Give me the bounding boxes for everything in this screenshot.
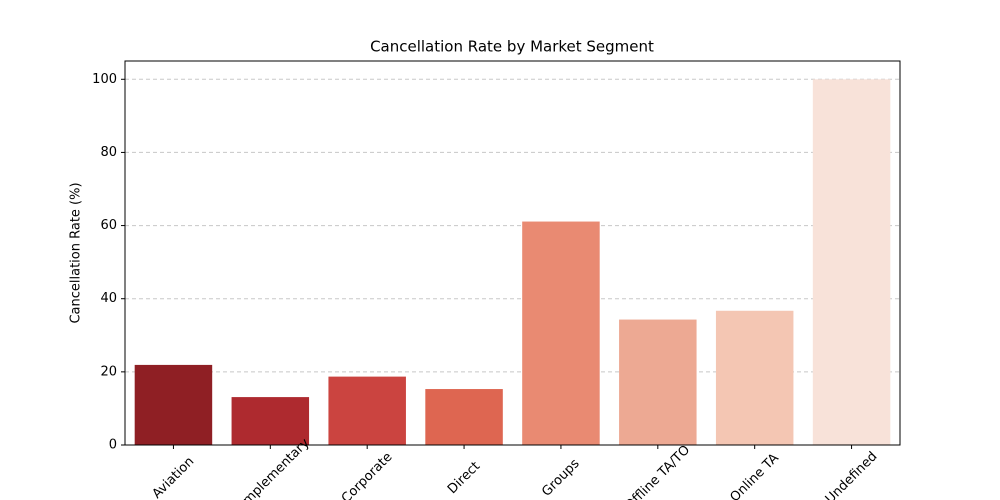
x-tick-label: Groups bbox=[539, 456, 583, 500]
y-tick-label: 80 bbox=[100, 145, 117, 160]
bar bbox=[425, 389, 503, 445]
x-tick-label: Offline TA/TO bbox=[622, 443, 693, 500]
bar bbox=[522, 221, 600, 445]
y-tick-label: 40 bbox=[100, 291, 117, 306]
bar bbox=[328, 376, 406, 445]
bar bbox=[715, 310, 794, 445]
x-tick-label: Undefined bbox=[823, 449, 881, 500]
bar bbox=[812, 79, 891, 446]
y-tick-label: 0 bbox=[109, 438, 117, 453]
x-tick-label: Online TA bbox=[728, 451, 782, 500]
y-tick-label: 100 bbox=[92, 72, 117, 87]
x-tick-label: Aviation bbox=[150, 454, 198, 500]
y-tick-label: 20 bbox=[100, 364, 117, 379]
x-tick-label: Direct bbox=[445, 459, 483, 497]
x-tick-label: Corporate bbox=[339, 450, 396, 500]
y-axis-label: Cancellation Rate (%) bbox=[69, 182, 84, 323]
bar bbox=[134, 364, 213, 445]
y-tick-label: 60 bbox=[100, 218, 117, 233]
chart-title: Cancellation Rate by Market Segment bbox=[370, 38, 654, 56]
plot-frame bbox=[124, 60, 901, 446]
bar bbox=[619, 319, 697, 445]
bar bbox=[231, 397, 310, 445]
